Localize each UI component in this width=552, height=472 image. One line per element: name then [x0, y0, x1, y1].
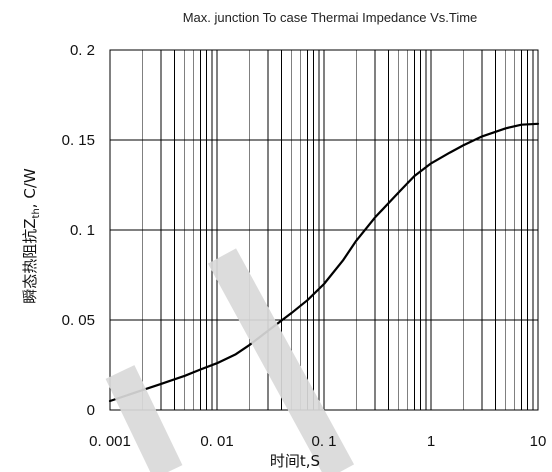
- y-tick-labels: 0 0. 05 0. 1 0. 15 0. 2: [62, 42, 95, 419]
- x-axis-label: 时间t,S: [270, 452, 320, 470]
- y-tick-label: 0. 15: [62, 132, 95, 149]
- x-tick-label: 0. 1: [311, 433, 336, 450]
- y-tick-label: 0. 1: [70, 222, 95, 239]
- x-tick-label: 0. 01: [200, 433, 233, 450]
- y-axis-label: 瞬态热阻抗Zth, C/W: [21, 168, 42, 304]
- x-tick-labels: 0. 001 0. 01 0. 1 1 10: [89, 433, 546, 450]
- x-tick-label: 10: [530, 433, 547, 450]
- series-line: [108, 122, 540, 403]
- watermark: [105, 248, 355, 472]
- grid: [109, 50, 538, 410]
- y-axis-label-unit: , C/W: [21, 168, 39, 208]
- chart-title: Max. junction To case Thermai Impedance …: [183, 10, 478, 25]
- y-axis-label-subscript: th: [31, 208, 42, 218]
- y-tick-label: 0: [87, 402, 95, 419]
- y-axis-label-main: 瞬态热阻抗Z: [21, 218, 39, 303]
- y-tick-label: 0. 2: [70, 42, 95, 59]
- x-tick-label: 1: [427, 433, 435, 450]
- x-tick-label: 0. 001: [89, 433, 131, 450]
- y-tick-label: 0. 05: [62, 312, 95, 329]
